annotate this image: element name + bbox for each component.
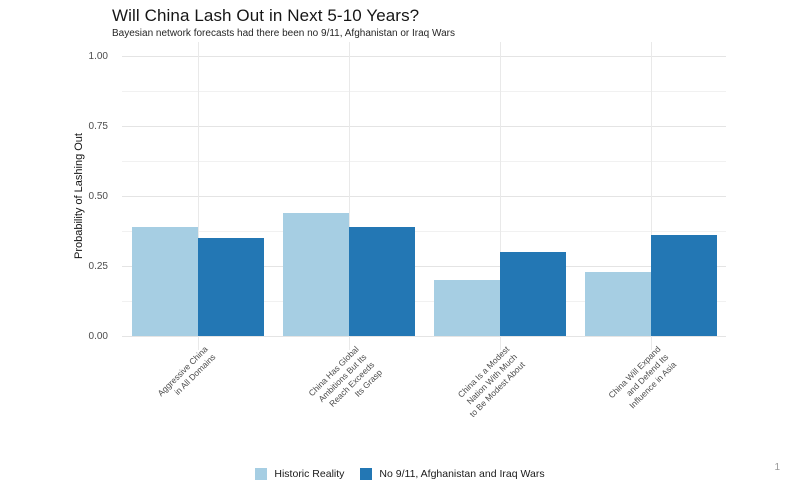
chart-title: Will China Lash Out in Next 5-10 Years? bbox=[112, 6, 420, 25]
gridline-minor bbox=[122, 91, 726, 92]
gridline-major bbox=[122, 266, 726, 267]
x-category-label: Aggressive China in All Domains bbox=[155, 344, 218, 399]
gridline-minor bbox=[122, 161, 726, 162]
legend: Historic Reality No 9/11, Afghanistan and… bbox=[0, 468, 800, 480]
gridline-vertical bbox=[197, 42, 199, 350]
y-tick-label: 1.00 bbox=[88, 51, 108, 62]
gridline-vertical bbox=[499, 42, 501, 350]
gridline-major bbox=[122, 196, 726, 197]
y-tick-label: 0.75 bbox=[88, 121, 108, 132]
x-category-label: China Will Expand and Defend Its Influen… bbox=[606, 344, 679, 411]
bar-no-wars-cat3 bbox=[499, 252, 566, 336]
chart-subtitle: Bayesian network forecasts had there bee… bbox=[112, 28, 455, 39]
bar-no-wars-cat1 bbox=[197, 238, 264, 336]
y-tick-label: 0.25 bbox=[88, 261, 108, 272]
legend-swatch-icon bbox=[255, 468, 268, 480]
page-number: 1 bbox=[774, 462, 780, 473]
legend-swatch-icon bbox=[360, 468, 373, 480]
gridline-major bbox=[122, 126, 726, 127]
gridline-vertical bbox=[348, 42, 350, 350]
gridline-major bbox=[122, 56, 726, 57]
legend-label: Historic Reality bbox=[274, 468, 345, 480]
bar-historic-cat2 bbox=[282, 212, 349, 336]
legend-item-no-wars: No 9/11, Afghanistan and Iraq Wars bbox=[360, 468, 545, 480]
gridline-minor bbox=[122, 231, 726, 232]
y-tick-label: 0.50 bbox=[88, 191, 108, 202]
y-tick-label: 0.00 bbox=[88, 331, 108, 342]
legend-label: No 9/11, Afghanistan and Iraq Wars bbox=[379, 468, 545, 480]
plot-panel bbox=[122, 42, 726, 350]
x-category-label: China Is a Modest Nation With Much to Be… bbox=[456, 344, 528, 420]
gridline-major bbox=[122, 336, 726, 337]
legend-item-historic-reality: Historic Reality bbox=[255, 468, 344, 480]
bar-no-wars-cat2 bbox=[348, 226, 415, 336]
x-category-label: China Has Global Ambitions But Its Reach… bbox=[306, 344, 385, 409]
bar-historic-cat3 bbox=[433, 280, 500, 336]
bar-no-wars-cat4 bbox=[650, 235, 717, 336]
gridline-vertical bbox=[650, 42, 652, 350]
bar-historic-cat4 bbox=[584, 271, 651, 336]
gridline-minor bbox=[122, 301, 726, 302]
bar-historic-cat1 bbox=[131, 226, 198, 336]
